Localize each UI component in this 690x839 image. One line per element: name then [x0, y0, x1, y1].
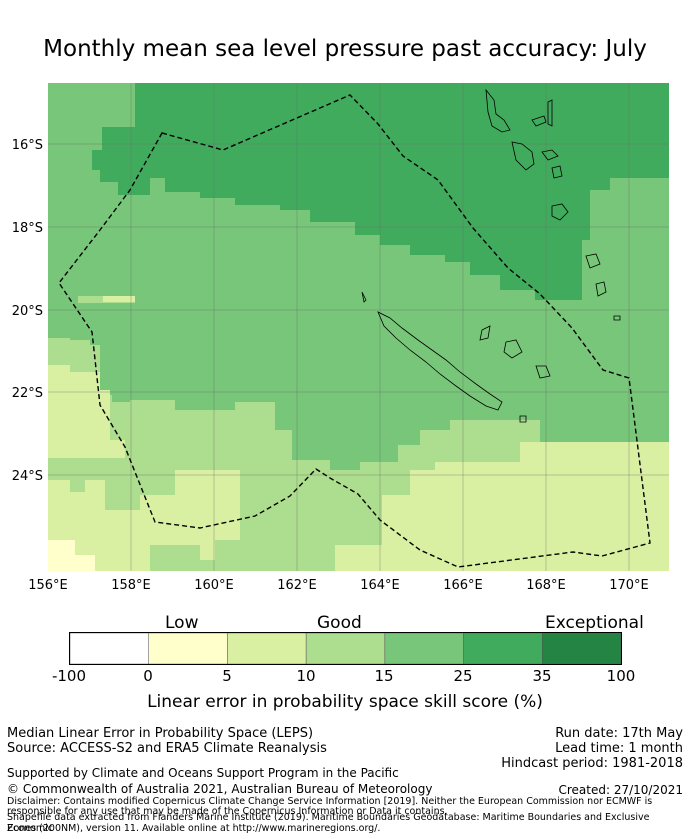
- lat-tick-label: 16°S: [12, 138, 43, 153]
- loyalty-island-1: [479, 325, 491, 341]
- coastlines: [361, 88, 621, 423]
- colorbar-tick: 0: [143, 667, 153, 685]
- colorbar-segment: [463, 632, 543, 665]
- vanuatu-island-3: [547, 99, 553, 127]
- disclaimer-line: Shapefile data extracted from Flanders M…: [7, 812, 650, 834]
- disclaimer-line: responsible for any use that may be made…: [7, 806, 448, 817]
- region-score-0-5: [48, 540, 95, 571]
- vanuatu-island-6: [551, 165, 563, 179]
- vanuatu-north-coast: [485, 88, 511, 133]
- region-score-25-35: [48, 83, 669, 300]
- island-6: [361, 291, 367, 303]
- colorbar-segment: [384, 632, 464, 665]
- colorbar-segment: [69, 632, 149, 665]
- lon-tick-label: 164°E: [360, 578, 400, 593]
- lat-tick-label: 22°S: [12, 386, 43, 401]
- chart-title: Monthly mean sea level pressure past acc…: [43, 36, 647, 62]
- loyalty-island-3: [535, 365, 551, 379]
- lat-tick-label: 18°S: [12, 221, 43, 236]
- lon-tick-label: 158°E: [111, 578, 151, 593]
- lat-tick-label: 20°S: [12, 304, 43, 319]
- category-low: Low: [165, 613, 199, 633]
- colorbar-tick: 10: [296, 667, 316, 685]
- lon-tick-label: 168°E: [526, 578, 566, 593]
- lon-tick-labels: 156°E 158°E 160°E 162°E 164°E 166°E 168°…: [28, 578, 649, 593]
- disclaimer-line: Disclaimer: Contains modified Copernicus…: [7, 796, 653, 807]
- skill-field: [48, 83, 669, 571]
- vanuatu-island-8: [585, 253, 601, 269]
- method-text: Median Linear Error in Probability Space…: [7, 726, 314, 741]
- disclaimer-line: Zones (200NM), version 11. Available onl…: [7, 823, 381, 834]
- lon-tick-label: 156°E: [28, 578, 68, 593]
- colorbar-tick: 5: [222, 667, 232, 685]
- source-text: Source: ACCESS-S2 and ERA5 Climate Reana…: [7, 741, 327, 756]
- loyalty-island-2: [503, 339, 523, 359]
- new-caledonia-coast: [377, 311, 503, 411]
- lon-tick-label: 170°E: [609, 578, 649, 593]
- vanuatu-island-9: [595, 281, 607, 297]
- colorbar-segment: [542, 632, 622, 665]
- vanuatu-island-2: [531, 115, 547, 127]
- vanuatu-central-coast: [511, 141, 535, 171]
- colorbar-segment: [227, 632, 307, 665]
- region-score-5-10: [48, 365, 125, 458]
- vanuatu-island-5: [541, 149, 559, 161]
- colorbar-frame: [69, 632, 622, 665]
- colorbar-segment: [305, 632, 386, 665]
- colorbar: [69, 632, 622, 665]
- lon-tick-label: 166°E: [443, 578, 483, 593]
- lat-tick-label: 24°S: [12, 469, 43, 484]
- category-exceptional: Exceptional: [545, 613, 644, 633]
- strip-score-5-10: [103, 296, 135, 302]
- colorbar-tick: 100: [606, 667, 636, 685]
- colorbar-label: Linear error in probability space skill …: [147, 692, 543, 712]
- lon-tick-label: 160°E: [194, 578, 234, 593]
- colorbar-tick: 15: [374, 667, 394, 685]
- lead-time: Lead time: 1 month: [555, 741, 683, 756]
- colorbar-tick: -100: [51, 667, 87, 685]
- colorbar-tick: 25: [453, 667, 473, 685]
- colorbar-segment: [148, 632, 228, 665]
- colorbar-tick: 35: [532, 667, 552, 685]
- category-good: Good: [317, 613, 362, 633]
- lat-tick-labels: 16°S 18°S 20°S 22°S 24°S: [12, 138, 43, 484]
- vanuatu-south-coast: [551, 203, 569, 221]
- lon-tick-label: 162°E: [277, 578, 317, 593]
- region-score-5-10-b: [48, 470, 240, 571]
- island-4: [613, 315, 621, 321]
- skill-map: 16°S 18°S 20°S 22°S 24°S 156°E 158°E 160…: [12, 83, 669, 593]
- run-date: Run date: 17th May: [555, 726, 683, 741]
- eez-boundary: [58, 94, 651, 568]
- region-score-5-10-c: [335, 442, 669, 571]
- island-5: [519, 415, 527, 423]
- hindcast-period: Hindcast period: 1981-2018: [501, 756, 683, 771]
- support-text: Supported by Climate and Oceans Support …: [7, 766, 399, 780]
- copyright-text: © Commonwealth of Australia 2021, Austra…: [7, 782, 433, 796]
- created-date: Created: 27/10/2021: [558, 783, 683, 797]
